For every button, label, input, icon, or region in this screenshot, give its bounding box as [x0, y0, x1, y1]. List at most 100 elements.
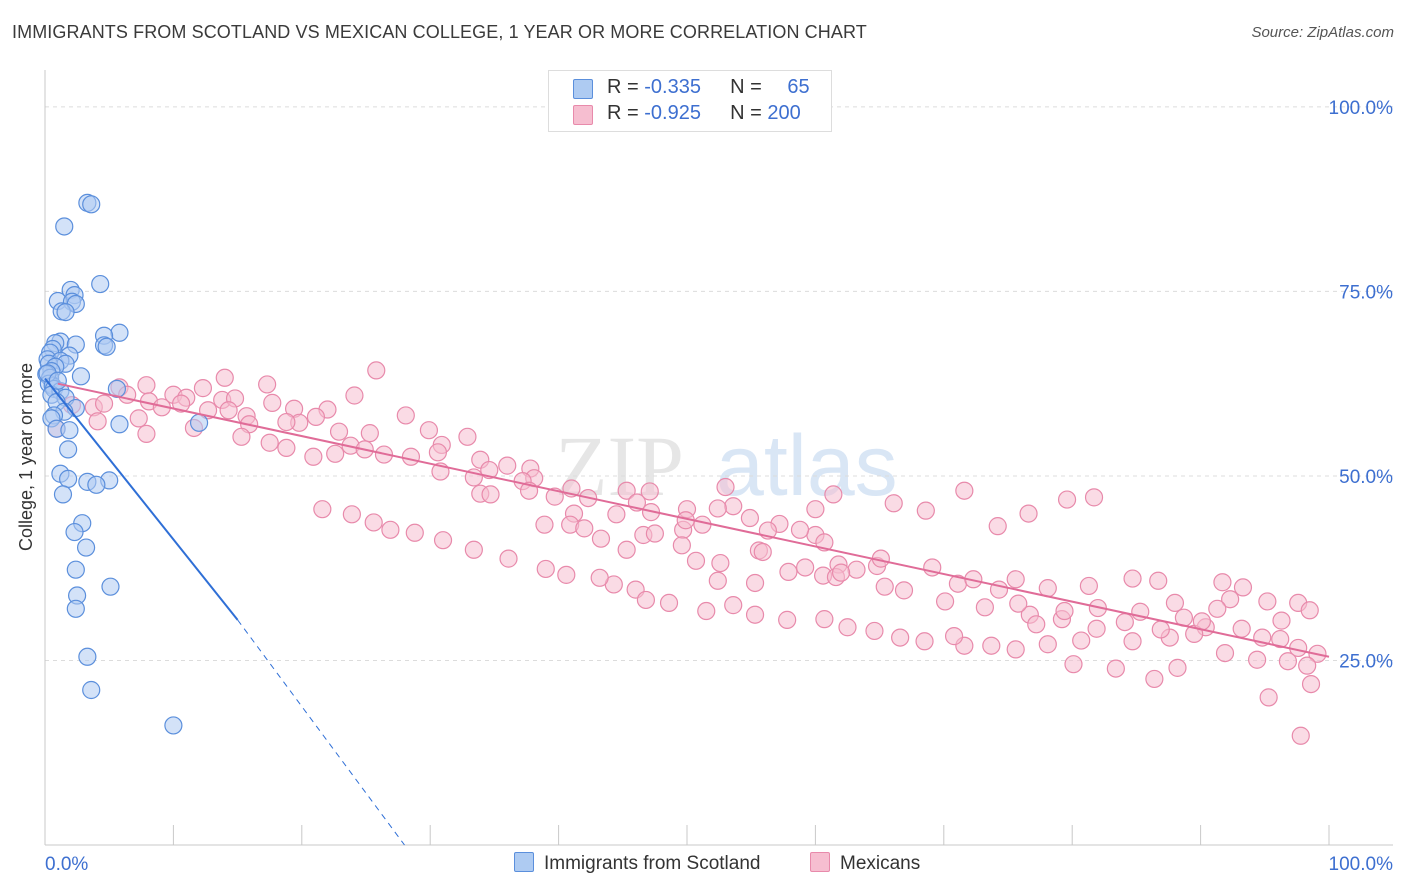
mexicans-point — [1055, 601, 1074, 621]
mexicans-point — [815, 610, 834, 629]
mexicans-point — [1259, 688, 1278, 707]
mexicans-point — [590, 568, 609, 587]
y-tick-label: 50.0% — [1339, 467, 1393, 488]
x-tick-label: 0.0% — [45, 854, 88, 875]
mexicans-point — [745, 573, 765, 593]
mexicans-point — [1019, 504, 1038, 523]
y-tick-label: 25.0% — [1339, 651, 1393, 672]
watermark-zip: ZIP — [555, 418, 684, 514]
mexicans-point — [944, 627, 964, 646]
mexicans-point — [617, 481, 636, 500]
scotland-point — [59, 469, 78, 489]
mexicans-point — [1057, 490, 1077, 509]
mexicans-point — [988, 517, 1007, 536]
mexicans-point — [753, 542, 772, 562]
mexicans-point — [724, 497, 743, 516]
mexicans-point — [708, 499, 727, 518]
scotland-point — [189, 413, 209, 432]
mexicans-point — [277, 412, 296, 432]
mexicans-point — [401, 447, 421, 466]
mexicans-point — [277, 438, 296, 458]
mexicans-point — [306, 407, 326, 427]
mexicans-point — [1123, 569, 1142, 588]
mexicans-point — [693, 515, 712, 534]
mexicans-point — [419, 421, 439, 440]
mexicans-point — [129, 409, 148, 428]
mexicans-point — [1084, 488, 1104, 507]
mexicans-point — [219, 401, 238, 420]
mexicans-points — [47, 361, 1327, 745]
mexicans-point — [796, 558, 815, 577]
x-tick-label: 100.0% — [1329, 854, 1394, 875]
axes — [44, 70, 1393, 846]
mexicans-point — [1006, 640, 1025, 659]
mexicans-point — [1278, 652, 1298, 671]
bottom-legend-scotland: Immigrants from Scotland — [514, 852, 760, 875]
mexicans-point — [607, 505, 626, 524]
mexicans-point — [172, 394, 191, 413]
mexicans-point — [557, 565, 576, 584]
mexicans-point — [1233, 578, 1253, 597]
mexicans-point — [838, 618, 857, 637]
mexicans-point — [1149, 571, 1168, 590]
bottom-legend-label-mexicans: Mexicans — [840, 853, 921, 874]
mexicans-point — [215, 368, 234, 387]
mexicans-point — [193, 379, 213, 398]
mexicans-point — [778, 610, 797, 629]
mexicans-point — [779, 562, 798, 582]
scotland-point — [97, 337, 116, 356]
mexicans-point — [1300, 601, 1319, 620]
gridlines — [45, 106, 1393, 661]
mexicans-point — [405, 523, 424, 542]
mexicans-point — [1027, 615, 1046, 634]
bottom-legend-mexicans: Mexicans — [810, 852, 920, 875]
scotland-point — [56, 302, 75, 322]
mexicans-point — [1247, 650, 1267, 669]
mexicans-point — [1271, 629, 1290, 649]
mexicans-point — [1232, 619, 1251, 638]
scotland-point — [65, 522, 84, 542]
scotland-point — [110, 323, 129, 342]
mexicans-point — [711, 553, 730, 573]
y-tick-labels: 25.0% 50.0% 75.0% 100.0% — [1329, 98, 1394, 673]
mexicans-point — [1038, 635, 1057, 654]
legend-swatch-scotland — [573, 79, 593, 99]
mexicans-point — [1215, 643, 1235, 663]
scotland-point — [101, 577, 120, 596]
source-label: Source: ZipAtlas.com — [1251, 24, 1394, 41]
mexicans-point — [745, 605, 765, 624]
mexicans-point — [428, 443, 448, 462]
mexicans-point — [617, 540, 636, 559]
scotland-point — [66, 599, 85, 618]
chart-title: IMMIGRANTS FROM SCOTLAND VS MEXICAN COLL… — [12, 22, 867, 42]
mexicans-point — [260, 433, 279, 452]
legend-n-label-1: N = — [730, 76, 768, 98]
mexicans-point — [535, 515, 554, 534]
mexicans-point — [433, 531, 453, 550]
scotland-point — [76, 538, 96, 557]
mexicans-point — [499, 549, 518, 568]
mexicans-point — [1168, 658, 1187, 677]
scotland-point — [55, 217, 74, 236]
mexicans-point — [367, 361, 386, 380]
mexicans-point — [1106, 659, 1125, 678]
mexicans-point — [884, 494, 903, 513]
mexicans-point — [342, 505, 361, 524]
mexicans-point — [313, 500, 332, 519]
scotland-points — [37, 193, 209, 735]
mexicans-point — [137, 376, 156, 395]
mexicans-point — [498, 456, 517, 475]
mexicans-point — [806, 500, 825, 519]
mexicans-point — [1145, 669, 1164, 689]
mexicans-point — [740, 508, 760, 528]
mexicans-point — [345, 386, 364, 405]
mexicans-point — [575, 519, 594, 538]
legend-n-label-2: N = — [730, 102, 768, 124]
mexicans-point — [716, 477, 735, 497]
mexicans-point — [697, 601, 716, 621]
scotland-point — [53, 485, 73, 504]
mexicans-point — [536, 559, 555, 579]
mexicans-point — [955, 481, 974, 500]
mexicans-point — [481, 485, 500, 504]
